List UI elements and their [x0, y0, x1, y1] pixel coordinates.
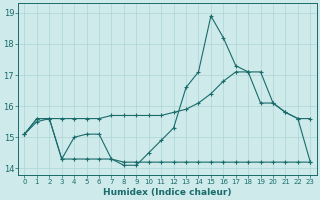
- X-axis label: Humidex (Indice chaleur): Humidex (Indice chaleur): [103, 188, 232, 197]
